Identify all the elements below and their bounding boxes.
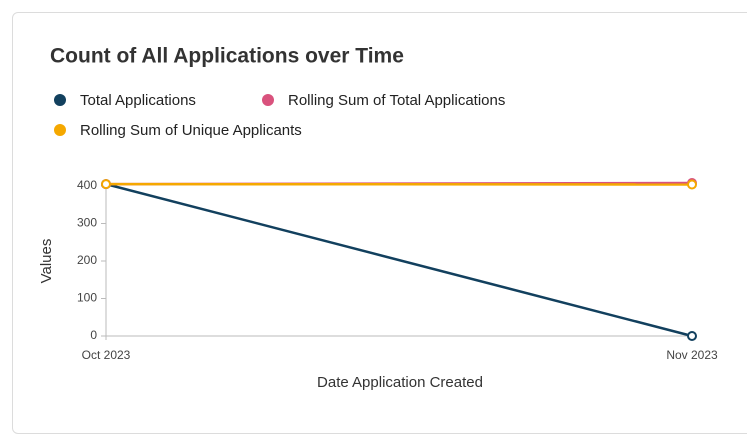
y-tick-label: 200 <box>77 253 97 267</box>
y-tick-label: 400 <box>77 178 97 192</box>
y-tick-label: 300 <box>77 216 97 230</box>
legend-label: Rolling Sum of Unique Applicants <box>80 122 302 139</box>
x-tick-label: Nov 2023 <box>666 348 718 362</box>
series-line <box>106 184 692 336</box>
page: {"chart_data": {"type": "line", "title":… <box>0 0 747 412</box>
chart-title: Count of All Applications over Time <box>50 45 404 68</box>
data-point <box>102 180 110 188</box>
y-axis-title: Values <box>38 239 55 284</box>
x-axis-title: Date Application Created <box>317 374 483 391</box>
y-tick-label: 100 <box>77 291 97 305</box>
legend-label: Total Applications <box>80 92 196 109</box>
legend-swatch <box>262 94 274 106</box>
chart: Count of All Applications over Time Date… <box>0 0 747 412</box>
y-tick-label: 0 <box>90 328 97 342</box>
data-point <box>688 332 696 340</box>
data-point <box>688 181 696 189</box>
legend-swatch <box>54 94 66 106</box>
legend-swatch <box>54 124 66 136</box>
legend-label: Rolling Sum of Total Applications <box>288 92 505 109</box>
x-tick-label: Oct 2023 <box>82 348 131 362</box>
